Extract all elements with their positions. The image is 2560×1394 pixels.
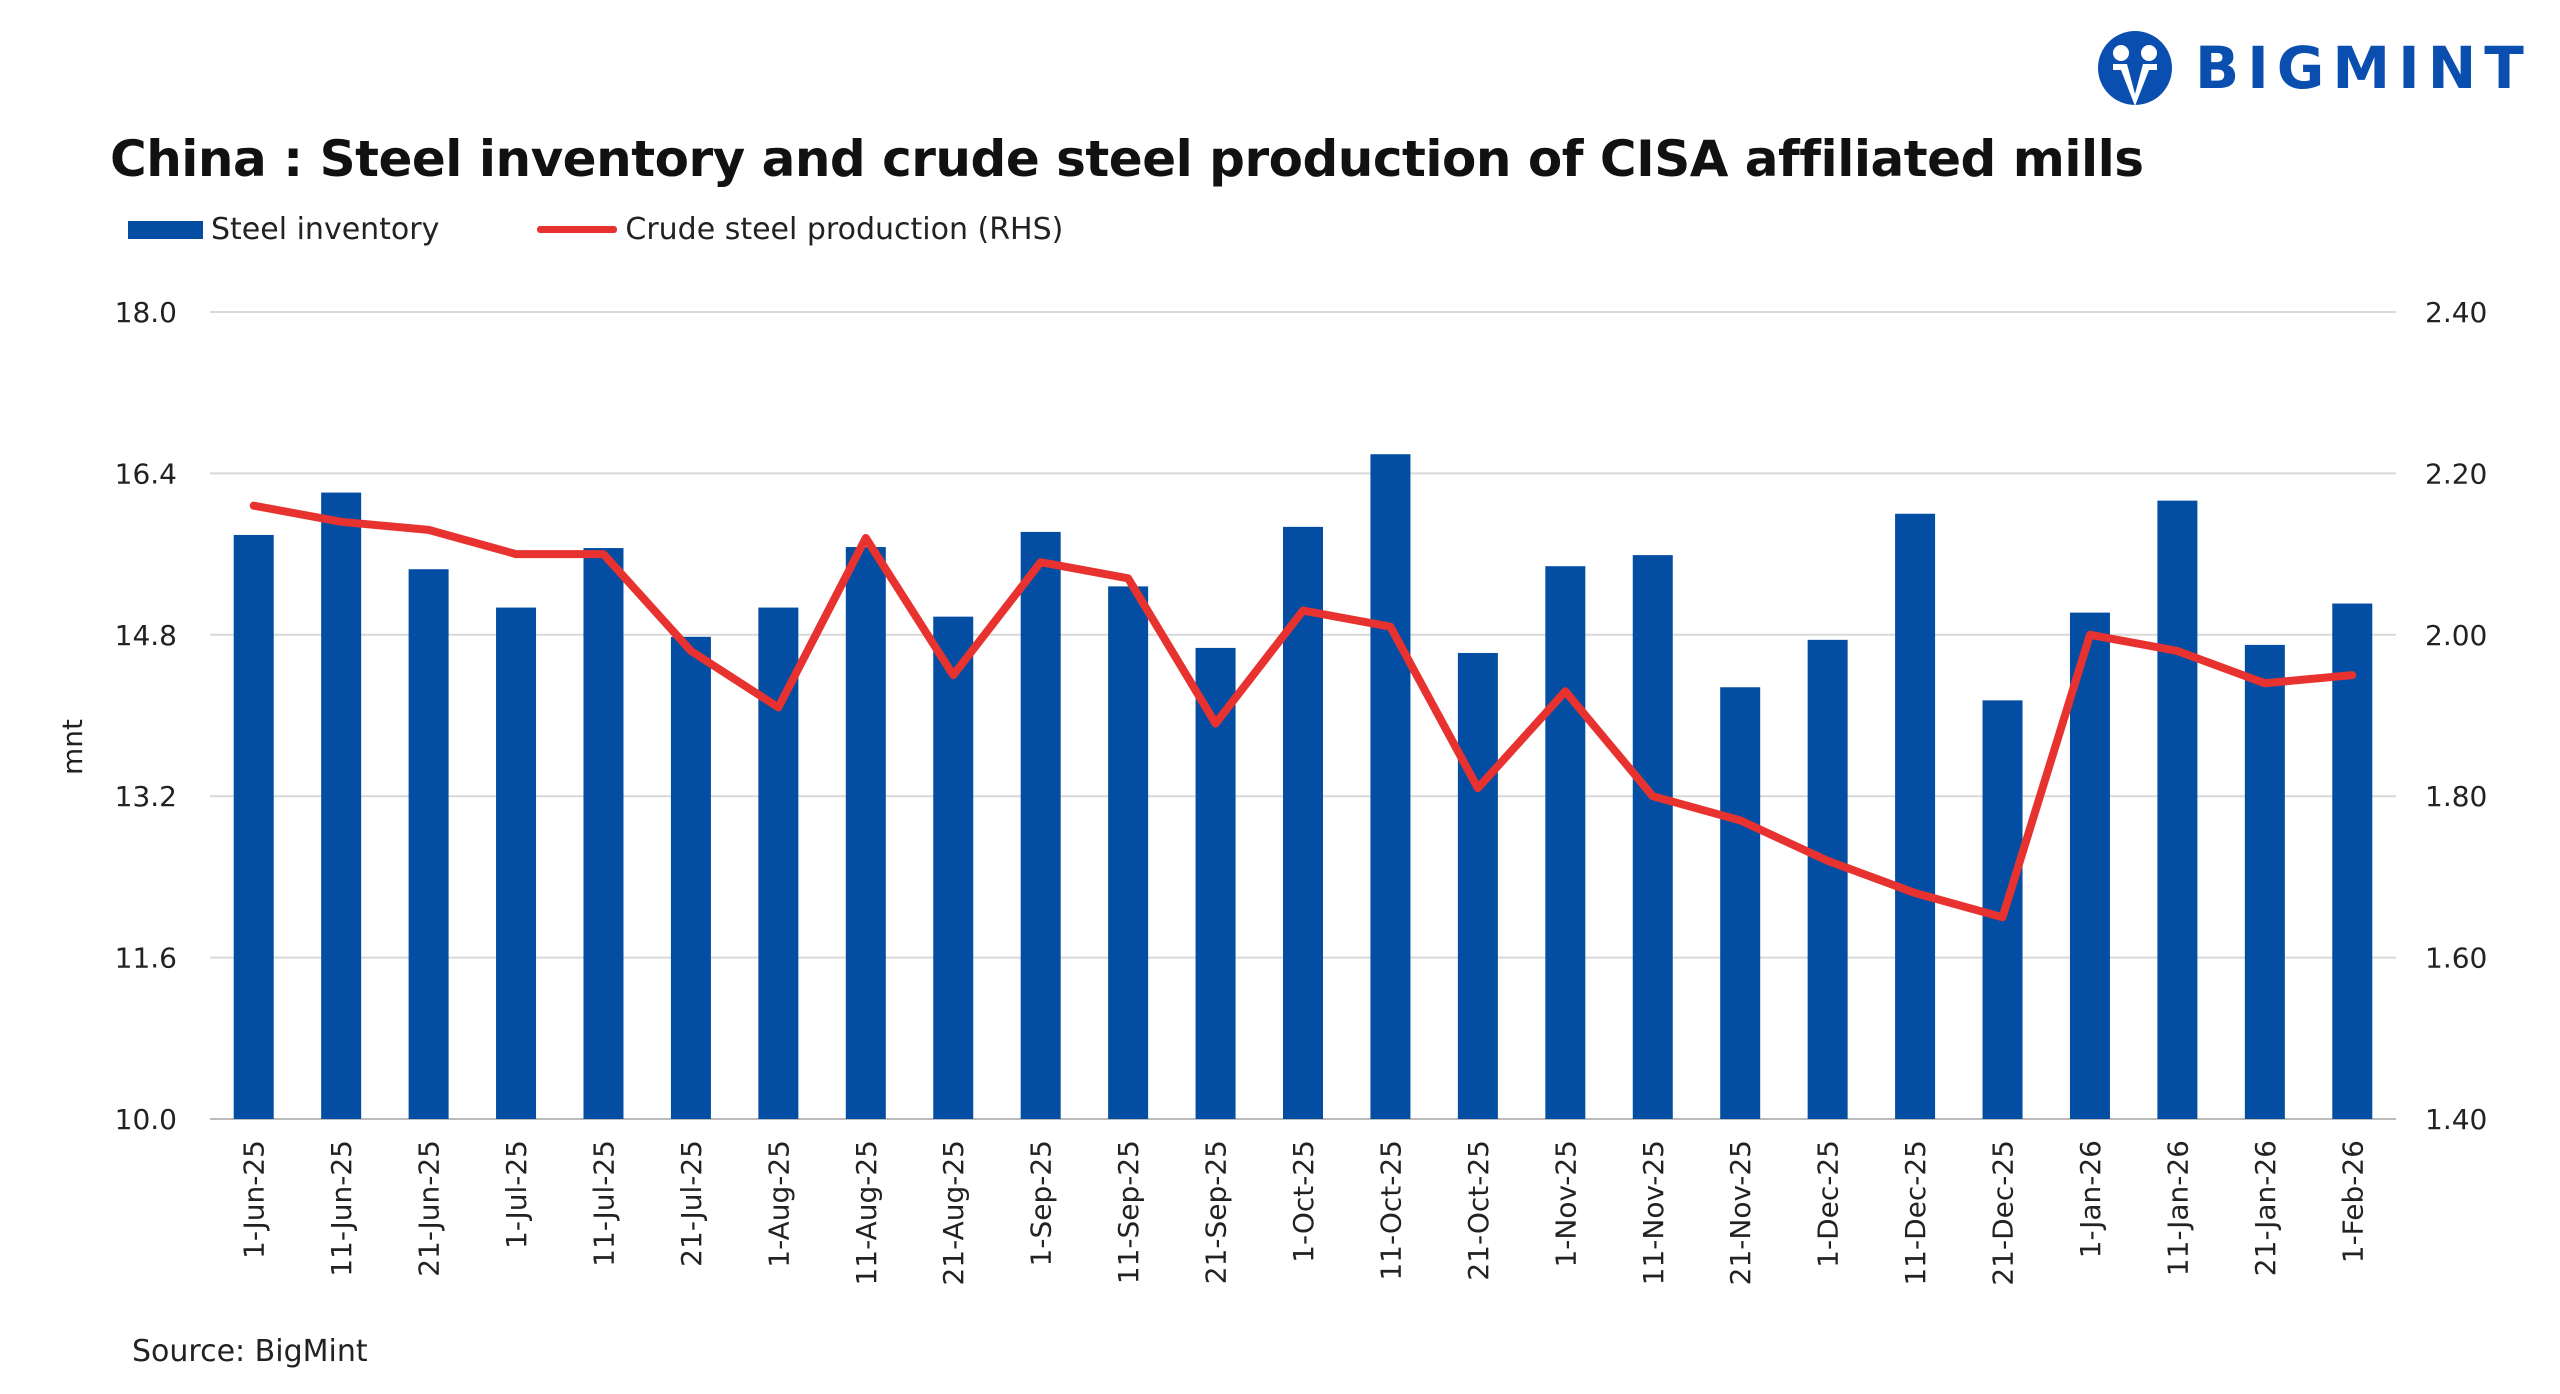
x-tick-label: 1-Jul-25: [500, 1140, 533, 1249]
y-tick-label: 16.4: [115, 457, 177, 490]
bar-steel-inventory: [2069, 612, 2110, 1119]
bar-steel-inventory: [1895, 513, 1936, 1119]
x-tick-label: 1-Dec-25: [1812, 1140, 1845, 1268]
bar-steel-inventory: [1545, 566, 1586, 1119]
y-tick-label: 18.0: [115, 296, 177, 329]
bar-steel-inventory: [408, 569, 449, 1119]
chart-title: China : Steel inventory and crude steel …: [110, 130, 2144, 188]
x-tick-label: 1-Nov-25: [1549, 1140, 1582, 1268]
x-tick-label: 21-Jan-26: [2249, 1140, 2282, 1276]
bar-steel-inventory: [233, 534, 274, 1119]
y-tick-label: 13.2: [115, 780, 177, 813]
bar-steel-inventory: [1632, 555, 1673, 1119]
bar-steel-inventory: [1020, 531, 1061, 1119]
x-tick-label: 1-Feb-26: [2336, 1140, 2369, 1263]
x-tick-label: 21-Jul-25: [675, 1140, 708, 1267]
bar-steel-inventory: [1370, 454, 1411, 1119]
x-tick-label: 1-Aug-25: [762, 1140, 795, 1268]
x-tick-label: 21-Jun-25: [413, 1140, 446, 1277]
bar-steel-inventory: [845, 547, 886, 1119]
bigmint-logo-icon: [2098, 31, 2172, 106]
bar-steel-inventory: [321, 492, 362, 1119]
x-tick-label: 11-Nov-25: [1637, 1140, 1670, 1285]
bigmint-logo: BIGMINT: [2095, 28, 2532, 108]
x-tick-label: 11-Jun-25: [325, 1140, 358, 1277]
y-tick-label: 14.8: [115, 619, 177, 652]
x-tick-label: 11-Aug-25: [850, 1140, 883, 1286]
x-tick-label: 21-Nov-25: [1724, 1140, 1757, 1285]
y2-tick-label: 2.40: [2425, 296, 2487, 329]
x-tick-label: 1-Jan-26: [2074, 1140, 2107, 1258]
x-tick-label: 11-Jan-26: [2161, 1140, 2194, 1276]
bar-steel-inventory: [1457, 652, 1498, 1119]
x-tick-label: 21-Sep-25: [1200, 1140, 1233, 1284]
bar-steel-inventory: [670, 636, 711, 1119]
x-tick-label: 21-Oct-25: [1462, 1140, 1495, 1281]
legend-swatch-steel-inventory: [128, 220, 203, 239]
legend: Steel inventory Crude steel production (…: [128, 212, 1063, 247]
y-tick-label: 10.0: [115, 1103, 177, 1136]
source-note: Source: BigMint: [132, 1334, 368, 1369]
legend-swatch-crude-steel: [537, 226, 618, 233]
y2-tick-label: 1.40: [2425, 1103, 2487, 1136]
y-axis-label: mnt: [56, 719, 89, 775]
bar-steel-inventory: [2157, 500, 2198, 1120]
x-tick-label: 1-Sep-25: [1025, 1140, 1058, 1266]
bigmint-logo-text: BIGMINT: [2195, 34, 2532, 102]
x-tick-label: 11-Dec-25: [1899, 1140, 1932, 1286]
bar-steel-inventory: [583, 548, 624, 1119]
x-tick-label: 21-Dec-25: [1987, 1140, 2020, 1286]
bar-steel-inventory: [1807, 639, 1848, 1119]
y2-tick-label: 1.60: [2425, 942, 2487, 975]
y2-tick-label: 2.20: [2425, 457, 2487, 490]
x-tick-label: 11-Sep-25: [1112, 1140, 1145, 1284]
bar-steel-inventory: [2244, 644, 2285, 1119]
bar-steel-inventory: [1720, 687, 1761, 1119]
bar-steel-inventory: [758, 607, 799, 1119]
x-tick-label: 11-Oct-25: [1374, 1140, 1407, 1281]
x-tick-label: 1-Oct-25: [1287, 1140, 1320, 1263]
bar-steel-inventory: [2332, 603, 2373, 1119]
bar-steel-inventory: [933, 616, 974, 1119]
x-tick-label: 11-Jul-25: [587, 1140, 620, 1267]
bar-steel-inventory: [496, 607, 537, 1119]
x-tick-label: 21-Aug-25: [937, 1140, 970, 1286]
y2-tick-label: 2.00: [2425, 619, 2487, 652]
legend-label-crude-steel: Crude steel production (RHS): [625, 212, 1064, 247]
bar-steel-inventory: [1108, 586, 1149, 1119]
legend-label-steel-inventory: Steel inventory: [211, 212, 440, 247]
y-tick-label: 11.6: [115, 942, 177, 975]
x-tick-label: 1-Jun-25: [238, 1140, 271, 1259]
y2-tick-label: 1.80: [2425, 780, 2487, 813]
